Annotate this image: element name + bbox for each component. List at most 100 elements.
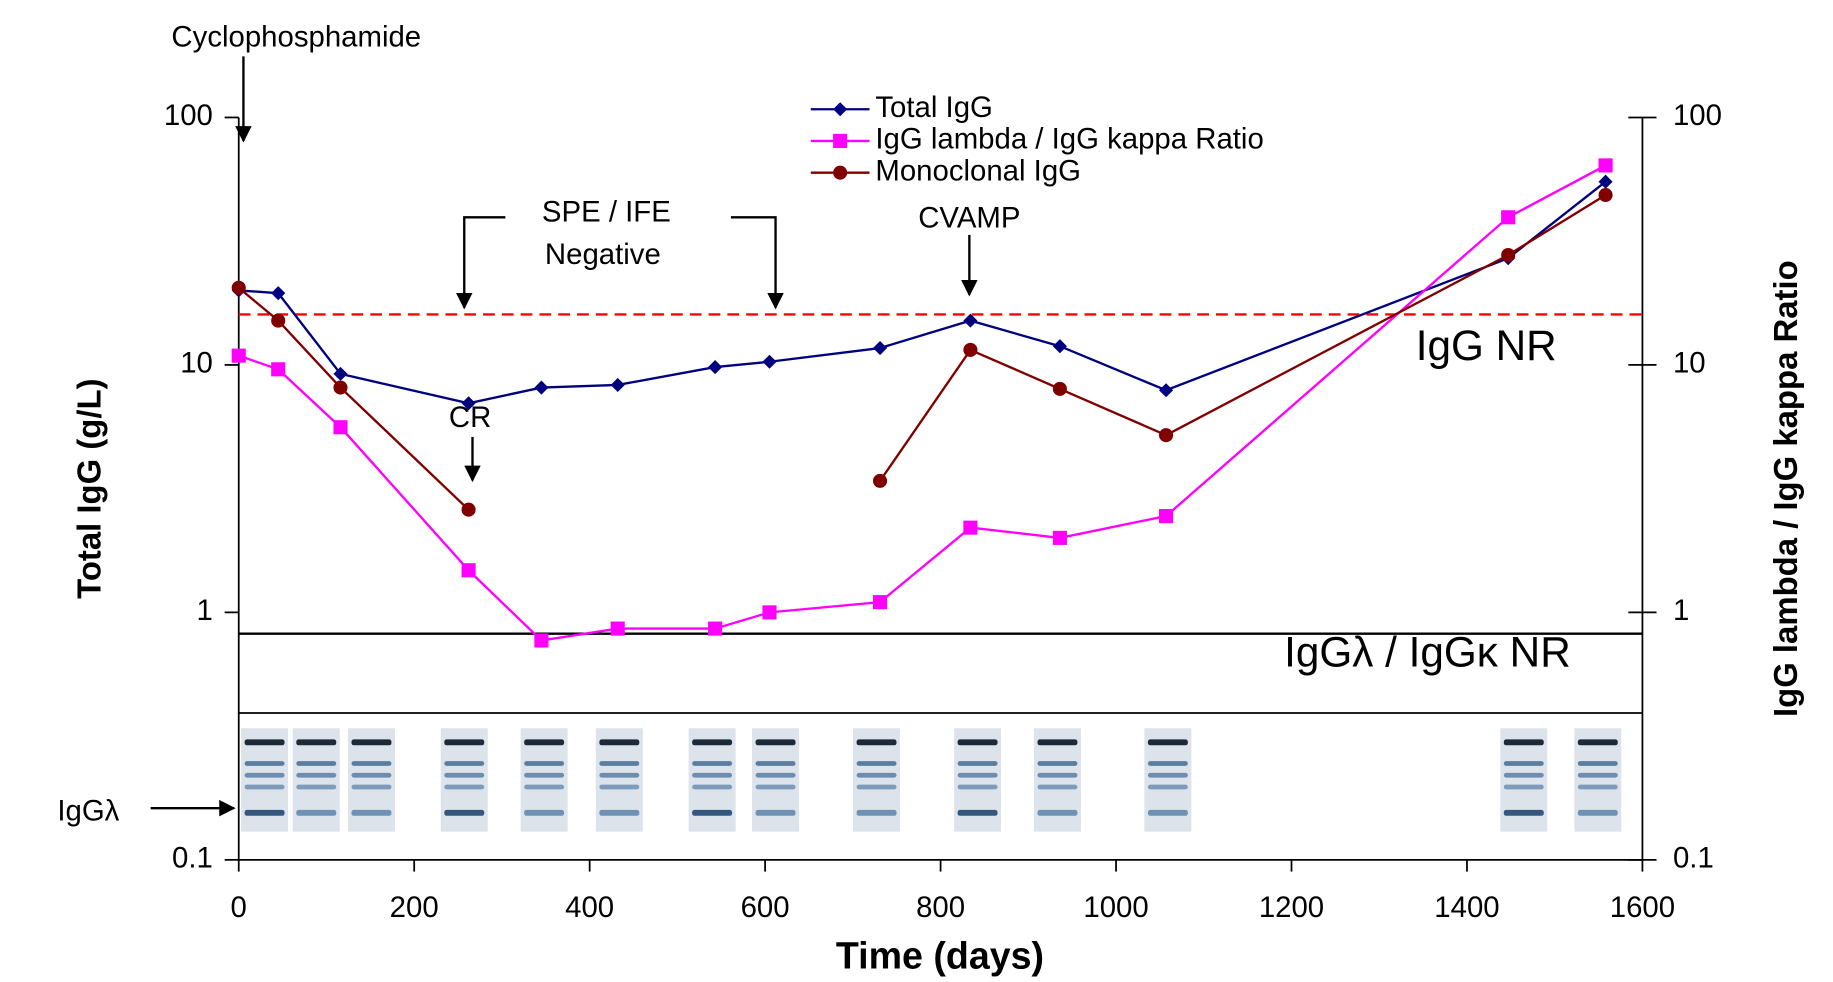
gel-band xyxy=(692,773,732,778)
point xyxy=(534,381,548,395)
gel-band xyxy=(524,785,564,790)
gel-band xyxy=(599,785,639,790)
gel-band xyxy=(756,810,796,816)
y-tick-label: 100 xyxy=(164,99,213,132)
point xyxy=(1053,531,1067,545)
annotation: CVAMP xyxy=(918,201,1020,234)
chart: Cyclophosphamide SPE / IFE Negative CVAM… xyxy=(0,0,1833,982)
annotation: Negative xyxy=(545,238,661,271)
point xyxy=(271,362,285,376)
y2-tick-label: 1 xyxy=(1673,594,1689,627)
gel-band xyxy=(692,785,732,790)
x-tick-label: 800 xyxy=(916,891,965,924)
gel-band xyxy=(958,739,998,745)
x-tick-label: 600 xyxy=(741,891,790,924)
gel-band xyxy=(1148,773,1188,778)
gel-band xyxy=(444,761,484,766)
y-tick-label: 10 xyxy=(180,347,213,380)
gel-band xyxy=(599,773,639,778)
arrow xyxy=(731,217,776,307)
legend-label: IgG lambda / IgG kappa Ratio xyxy=(875,123,1263,156)
point xyxy=(1599,158,1613,172)
gel-band xyxy=(756,785,796,790)
gel-band xyxy=(1504,785,1544,790)
gel-band xyxy=(296,810,336,816)
gel-band xyxy=(444,810,484,816)
point xyxy=(333,381,347,395)
x-tick-label: 1600 xyxy=(1610,891,1675,924)
y-tick-label: 1 xyxy=(197,594,213,627)
x-axis-title: Time (days) xyxy=(836,934,1044,976)
point xyxy=(762,355,776,369)
x-tick-label: 0 xyxy=(231,891,247,924)
gel-band xyxy=(857,785,897,790)
legend-marker xyxy=(833,102,847,116)
gel-band xyxy=(524,810,564,816)
gel-band xyxy=(599,810,639,816)
gel-band xyxy=(1037,761,1077,766)
gel-band xyxy=(958,810,998,816)
y-tick-label: 0.1 xyxy=(172,842,213,875)
legend-label: Total IgG xyxy=(875,91,992,124)
gel-strips xyxy=(241,728,1621,831)
point xyxy=(708,622,722,636)
y2-tick-label: 100 xyxy=(1673,99,1722,132)
gel-band xyxy=(245,773,285,778)
point xyxy=(1053,382,1067,396)
gel-band xyxy=(857,739,897,745)
gel-band xyxy=(1504,773,1544,778)
gel-band xyxy=(958,773,998,778)
legend-label: Monoclonal IgG xyxy=(875,154,1081,187)
gel-band xyxy=(296,739,336,745)
gel-band xyxy=(692,810,732,816)
gel-band xyxy=(1037,739,1077,745)
annotation: IgG NR xyxy=(1416,322,1557,369)
gel-band xyxy=(1578,773,1618,778)
gel-band xyxy=(296,773,336,778)
gel-band xyxy=(1578,810,1618,816)
gel-band xyxy=(351,785,391,790)
gel-band xyxy=(351,761,391,766)
gel-band xyxy=(599,761,639,766)
gel-band xyxy=(692,739,732,745)
annotation: IgGλ / IgGκ NR xyxy=(1284,629,1571,676)
gel-band xyxy=(1578,785,1618,790)
x-tick-label: 1200 xyxy=(1259,891,1324,924)
point xyxy=(611,622,625,636)
gel-band xyxy=(524,739,564,745)
gel-band xyxy=(1148,739,1188,745)
gel-band xyxy=(599,739,639,745)
point xyxy=(708,360,722,374)
gel-band xyxy=(756,761,796,766)
gel-band xyxy=(245,785,285,790)
page: {"chart_data": { "type": "line", "x": [0… xyxy=(0,0,1833,982)
gel-band xyxy=(524,773,564,778)
point xyxy=(1501,248,1515,262)
gel-band xyxy=(351,810,391,816)
series-line xyxy=(239,165,1606,640)
annotation: SPE / IFE xyxy=(542,196,671,229)
gel-band xyxy=(245,739,285,745)
x-tick-label: 400 xyxy=(565,891,614,924)
gel-band xyxy=(1037,785,1077,790)
gel-band xyxy=(444,739,484,745)
point xyxy=(271,314,285,328)
annotation: Cyclophosphamide xyxy=(171,21,421,54)
gel-band xyxy=(958,785,998,790)
gel-band xyxy=(1504,810,1544,816)
y2-tick-label: 10 xyxy=(1673,347,1706,380)
gel-band xyxy=(692,761,732,766)
gel-band xyxy=(1504,739,1544,745)
gel-band xyxy=(1037,773,1077,778)
y-axis-title: Total IgG (g/L) xyxy=(71,378,108,598)
arrow xyxy=(464,217,505,307)
gel-band xyxy=(1578,761,1618,766)
point xyxy=(1159,509,1173,523)
gel-band xyxy=(296,761,336,766)
point xyxy=(963,314,977,328)
gel-band xyxy=(1148,761,1188,766)
legend-marker xyxy=(833,134,847,148)
gel-band xyxy=(1504,761,1544,766)
point xyxy=(963,343,977,357)
y2-tick-label: 0.1 xyxy=(1673,842,1714,875)
